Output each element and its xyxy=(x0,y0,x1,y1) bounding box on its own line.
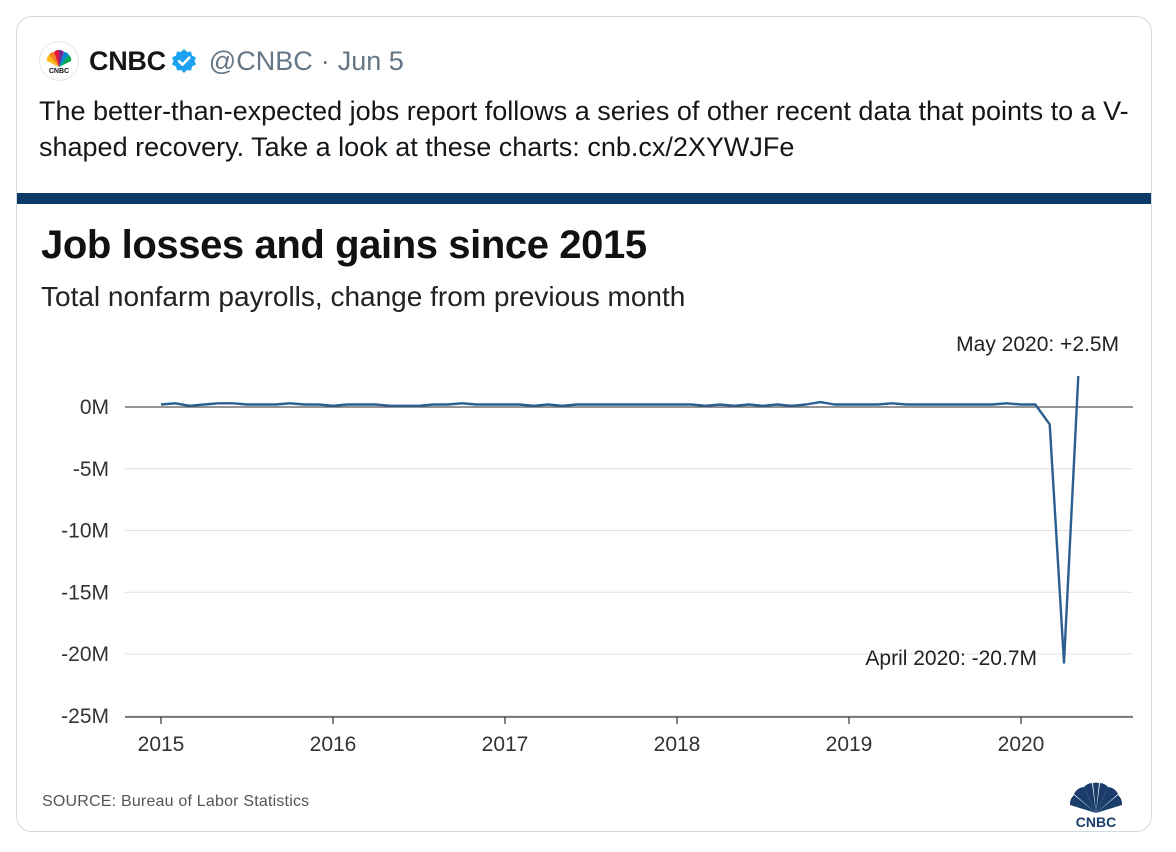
x-tick-label: 2015 xyxy=(138,733,185,756)
header-separator: · xyxy=(320,45,330,76)
cnbc-logo-icon: CNBC xyxy=(1069,782,1123,829)
y-tick-label: -25M xyxy=(61,705,109,728)
display-name[interactable]: CNBC xyxy=(89,45,166,76)
x-tick-label: 2020 xyxy=(998,733,1045,756)
user-handle[interactable]: @CNBC xyxy=(208,45,313,76)
cnbc-peacock-logo-icon: CNBC xyxy=(45,49,73,74)
verified-badge-icon[interactable] xyxy=(171,48,197,74)
tweet-card[interactable]: CNBC CNBC @CNBC · Jun 5 The better-than-… xyxy=(16,16,1152,832)
x-tick-label: 2017 xyxy=(482,733,529,756)
tweet-date[interactable]: Jun 5 xyxy=(337,45,404,76)
tweet-header: CNBC CNBC @CNBC · Jun 5 xyxy=(39,41,404,81)
series-line xyxy=(160,376,1080,664)
y-tick-label: -15M xyxy=(61,581,109,604)
avatar[interactable]: CNBC xyxy=(39,41,79,81)
y-tick-label: -5M xyxy=(73,458,109,481)
annotation-april-2020: April 2020: -20.7M xyxy=(865,647,1037,670)
tweet-text: The better-than-expected jobs report fol… xyxy=(39,93,1129,165)
chart-image[interactable]: Job losses and gains since 2015 Total no… xyxy=(17,193,1151,831)
chart-source: SOURCE: Bureau of Labor Statistics xyxy=(42,793,310,810)
y-tick-label: 0M xyxy=(80,396,109,419)
annotation-may-2020: May 2020: +2.5M xyxy=(956,333,1119,356)
x-tick-label: 2019 xyxy=(826,733,873,756)
chart-top-bar xyxy=(17,193,1151,204)
x-tick-label: 2016 xyxy=(310,733,357,756)
y-tick-label: -10M xyxy=(61,520,109,543)
tweet-link[interactable]: cnb.cx/2XYWJFe xyxy=(587,132,795,162)
x-tick-label: 2018 xyxy=(654,733,701,756)
line-chart: 0M -5M -10M -15M -20M -25M 2015 2016 2017 2018 201… xyxy=(61,333,1133,756)
y-tick-label: -20M xyxy=(61,643,109,666)
chart-subtitle: Total nonfarm payrolls, change from prev… xyxy=(41,281,686,312)
chart-title: Job losses and gains since 2015 xyxy=(41,223,647,267)
avatar-logo-text: CNBC xyxy=(49,68,69,74)
logo-text: CNBC xyxy=(1076,814,1116,829)
tweet-text-body: The better-than-expected jobs report fol… xyxy=(39,96,1129,162)
